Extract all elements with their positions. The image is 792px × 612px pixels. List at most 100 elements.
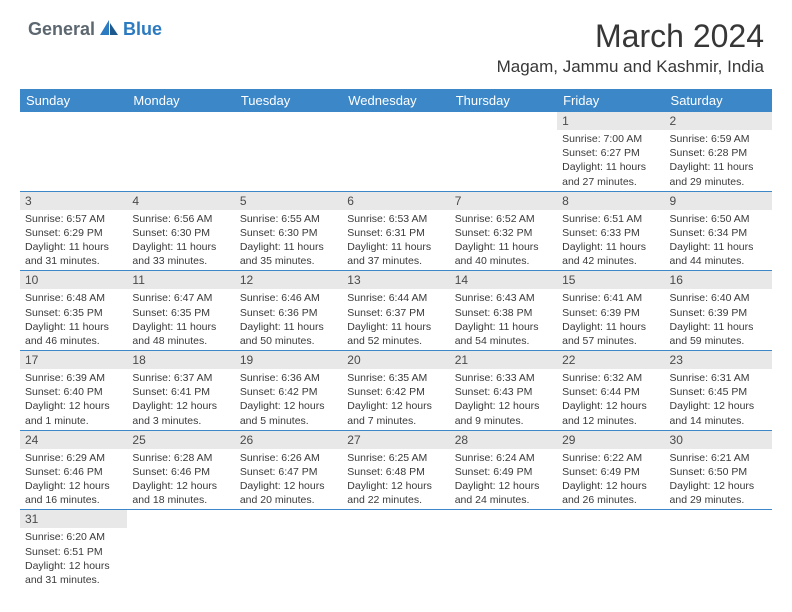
day-number: 7 bbox=[450, 192, 557, 210]
day-content: Sunrise: 6:51 AMSunset: 6:33 PMDaylight:… bbox=[557, 210, 664, 271]
sunset-text: Sunset: 6:43 PM bbox=[455, 385, 552, 399]
calendar-week-row: 1Sunrise: 7:00 AMSunset: 6:27 PMDaylight… bbox=[20, 112, 772, 191]
sunrise-text: Sunrise: 6:29 AM bbox=[25, 451, 122, 465]
daylight-text: Daylight: 11 hours and 57 minutes. bbox=[562, 320, 659, 348]
day-number: 25 bbox=[127, 431, 234, 449]
day-content: Sunrise: 6:21 AMSunset: 6:50 PMDaylight:… bbox=[665, 449, 772, 510]
sunset-text: Sunset: 6:45 PM bbox=[670, 385, 767, 399]
day-number: 23 bbox=[665, 351, 772, 369]
daylight-text: Daylight: 11 hours and 46 minutes. bbox=[25, 320, 122, 348]
sunrise-text: Sunrise: 6:46 AM bbox=[240, 291, 337, 305]
sunrise-text: Sunrise: 6:36 AM bbox=[240, 371, 337, 385]
daylight-text: Daylight: 11 hours and 33 minutes. bbox=[132, 240, 229, 268]
day-number: 22 bbox=[557, 351, 664, 369]
sunset-text: Sunset: 6:31 PM bbox=[347, 226, 444, 240]
calendar-day-cell: 29Sunrise: 6:22 AMSunset: 6:49 PMDayligh… bbox=[557, 430, 664, 510]
sunrise-text: Sunrise: 6:31 AM bbox=[670, 371, 767, 385]
sunset-text: Sunset: 6:46 PM bbox=[132, 465, 229, 479]
sunrise-text: Sunrise: 6:26 AM bbox=[240, 451, 337, 465]
day-content: Sunrise: 6:29 AMSunset: 6:46 PMDaylight:… bbox=[20, 449, 127, 510]
daylight-text: Daylight: 11 hours and 54 minutes. bbox=[455, 320, 552, 348]
logo: General Blue bbox=[28, 18, 162, 41]
logo-text-general: General bbox=[28, 19, 95, 40]
sunrise-text: Sunrise: 6:48 AM bbox=[25, 291, 122, 305]
daylight-text: Daylight: 11 hours and 59 minutes. bbox=[670, 320, 767, 348]
sunrise-text: Sunrise: 6:50 AM bbox=[670, 212, 767, 226]
daylight-text: Daylight: 12 hours and 31 minutes. bbox=[25, 559, 122, 587]
logo-text-blue: Blue bbox=[123, 19, 162, 40]
daylight-text: Daylight: 11 hours and 40 minutes. bbox=[455, 240, 552, 268]
day-content: Sunrise: 6:25 AMSunset: 6:48 PMDaylight:… bbox=[342, 449, 449, 510]
logo-sail-icon bbox=[99, 18, 121, 41]
daylight-text: Daylight: 12 hours and 24 minutes. bbox=[455, 479, 552, 507]
day-content: Sunrise: 6:24 AMSunset: 6:49 PMDaylight:… bbox=[450, 449, 557, 510]
daylight-text: Daylight: 12 hours and 9 minutes. bbox=[455, 399, 552, 427]
day-content: Sunrise: 6:37 AMSunset: 6:41 PMDaylight:… bbox=[127, 369, 234, 430]
day-number: 9 bbox=[665, 192, 772, 210]
sunset-text: Sunset: 6:48 PM bbox=[347, 465, 444, 479]
sunset-text: Sunset: 6:32 PM bbox=[455, 226, 552, 240]
sunset-text: Sunset: 6:30 PM bbox=[240, 226, 337, 240]
daylight-text: Daylight: 11 hours and 27 minutes. bbox=[562, 160, 659, 188]
day-header: Friday bbox=[557, 89, 664, 112]
daylight-text: Daylight: 12 hours and 14 minutes. bbox=[670, 399, 767, 427]
daylight-text: Daylight: 12 hours and 18 minutes. bbox=[132, 479, 229, 507]
day-content: Sunrise: 6:28 AMSunset: 6:46 PMDaylight:… bbox=[127, 449, 234, 510]
day-number: 31 bbox=[20, 510, 127, 528]
calendar-day-cell: 30Sunrise: 6:21 AMSunset: 6:50 PMDayligh… bbox=[665, 430, 772, 510]
calendar-day-cell: 14Sunrise: 6:43 AMSunset: 6:38 PMDayligh… bbox=[450, 271, 557, 351]
calendar-day-cell bbox=[20, 112, 127, 191]
sunrise-text: Sunrise: 6:28 AM bbox=[132, 451, 229, 465]
day-number: 20 bbox=[342, 351, 449, 369]
sunset-text: Sunset: 6:50 PM bbox=[670, 465, 767, 479]
day-number: 2 bbox=[665, 112, 772, 130]
day-content: Sunrise: 6:44 AMSunset: 6:37 PMDaylight:… bbox=[342, 289, 449, 350]
daylight-text: Daylight: 12 hours and 26 minutes. bbox=[562, 479, 659, 507]
sunset-text: Sunset: 6:28 PM bbox=[670, 146, 767, 160]
day-number: 21 bbox=[450, 351, 557, 369]
day-content: Sunrise: 6:56 AMSunset: 6:30 PMDaylight:… bbox=[127, 210, 234, 271]
sunrise-text: Sunrise: 6:51 AM bbox=[562, 212, 659, 226]
calendar-day-cell: 26Sunrise: 6:26 AMSunset: 6:47 PMDayligh… bbox=[235, 430, 342, 510]
calendar-day-cell: 20Sunrise: 6:35 AMSunset: 6:42 PMDayligh… bbox=[342, 351, 449, 431]
sunrise-text: Sunrise: 6:33 AM bbox=[455, 371, 552, 385]
day-content: Sunrise: 6:22 AMSunset: 6:49 PMDaylight:… bbox=[557, 449, 664, 510]
daylight-text: Daylight: 11 hours and 37 minutes. bbox=[347, 240, 444, 268]
daylight-text: Daylight: 11 hours and 42 minutes. bbox=[562, 240, 659, 268]
day-content: Sunrise: 6:46 AMSunset: 6:36 PMDaylight:… bbox=[235, 289, 342, 350]
day-number: 16 bbox=[665, 271, 772, 289]
day-content: Sunrise: 6:26 AMSunset: 6:47 PMDaylight:… bbox=[235, 449, 342, 510]
calendar-day-cell: 21 Sunrise: 6:33 AMSunset: 6:43 PMDayligh… bbox=[450, 351, 557, 431]
sunset-text: Sunset: 6:36 PM bbox=[240, 306, 337, 320]
daylight-text: Daylight: 12 hours and 3 minutes. bbox=[132, 399, 229, 427]
day-number: 12 bbox=[235, 271, 342, 289]
calendar-day-cell: 28Sunrise: 6:24 AMSunset: 6:49 PMDayligh… bbox=[450, 430, 557, 510]
calendar-day-cell: 2Sunrise: 6:59 AMSunset: 6:28 PMDaylight… bbox=[665, 112, 772, 191]
day-content: Sunrise: 6:43 AMSunset: 6:38 PMDaylight:… bbox=[450, 289, 557, 350]
sunrise-text: Sunrise: 6:59 AM bbox=[670, 132, 767, 146]
day-number: 24 bbox=[20, 431, 127, 449]
sunset-text: Sunset: 6:42 PM bbox=[240, 385, 337, 399]
daylight-text: Daylight: 11 hours and 44 minutes. bbox=[670, 240, 767, 268]
day-content: Sunrise: 6:50 AMSunset: 6:34 PMDaylight:… bbox=[665, 210, 772, 271]
calendar-week-row: 10Sunrise: 6:48 AMSunset: 6:35 PMDayligh… bbox=[20, 271, 772, 351]
sunrise-text: Sunrise: 6:44 AM bbox=[347, 291, 444, 305]
day-number: 29 bbox=[557, 431, 664, 449]
day-content: Sunrise: 6:20 AMSunset: 6:51 PMDaylight:… bbox=[20, 528, 127, 589]
calendar-day-cell bbox=[127, 510, 234, 589]
calendar-day-cell: 24Sunrise: 6:29 AMSunset: 6:46 PMDayligh… bbox=[20, 430, 127, 510]
sunset-text: Sunset: 6:37 PM bbox=[347, 306, 444, 320]
calendar-day-cell: 9Sunrise: 6:50 AMSunset: 6:34 PMDaylight… bbox=[665, 191, 772, 271]
day-number: 17 bbox=[20, 351, 127, 369]
sunrise-text: Sunrise: 6:41 AM bbox=[562, 291, 659, 305]
sunrise-text: Sunrise: 6:56 AM bbox=[132, 212, 229, 226]
day-number: 27 bbox=[342, 431, 449, 449]
sunrise-text: Sunrise: 6:21 AM bbox=[670, 451, 767, 465]
calendar-day-cell bbox=[450, 112, 557, 191]
sunset-text: Sunset: 6:33 PM bbox=[562, 226, 659, 240]
day-number: 30 bbox=[665, 431, 772, 449]
day-number: 19 bbox=[235, 351, 342, 369]
calendar-day-cell: 31Sunrise: 6:20 AMSunset: 6:51 PMDayligh… bbox=[20, 510, 127, 589]
daylight-text: Daylight: 12 hours and 22 minutes. bbox=[347, 479, 444, 507]
calendar-day-cell: 4Sunrise: 6:56 AMSunset: 6:30 PMDaylight… bbox=[127, 191, 234, 271]
